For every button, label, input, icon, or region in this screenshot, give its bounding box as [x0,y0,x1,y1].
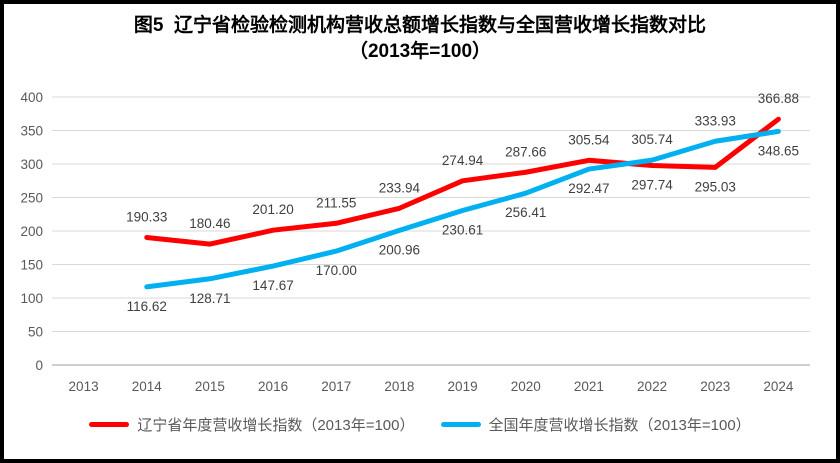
data-label: 211.55 [316,195,356,210]
y-axis-tick-label: 150 [20,258,43,273]
x-axis-tick-label: 2022 [637,379,667,394]
data-label: 128.71 [189,291,230,306]
data-label: 147.67 [252,278,293,293]
data-label: 287.66 [505,144,546,159]
chart-title: 图5 辽宁省检验检测机构营收总额增长指数与全国营收增长指数对比 （2013年=1… [4,13,836,65]
data-label: 305.74 [631,132,673,147]
data-label: 256.41 [505,205,546,220]
x-axis-tick-label: 2018 [384,379,414,394]
y-axis-tick-label: 50 [28,325,43,340]
data-label: 292.47 [568,181,609,196]
legend-item-national: 全国年度营收增长指数（2013年=100） [440,414,751,435]
x-axis-tick-label: 2023 [700,379,730,394]
data-label: 295.03 [695,179,736,194]
y-axis-tick-label: 250 [20,191,43,206]
data-label: 348.65 [758,143,799,158]
x-axis-tick-label: 2021 [574,379,604,394]
x-axis-tick-label: 2020 [511,379,541,394]
data-label: 274.94 [442,153,484,168]
data-label: 230.61 [442,222,483,237]
chart-title-line2: （2013年=100） [348,41,492,62]
x-axis-tick-label: 2014 [132,379,163,394]
data-label: 116.62 [127,299,167,314]
national-line-swatch [440,422,481,427]
national-series-line [144,128,781,290]
data-label: 201.20 [252,202,293,217]
liaoning-line-swatch [89,422,130,427]
data-label: 180.46 [189,216,230,231]
x-axis-tick-label: 2019 [448,379,478,394]
x-axis-tick-label: 2016 [258,379,288,394]
data-label: 297.74 [631,178,673,193]
data-label: 333.93 [695,113,736,128]
data-label: 366.88 [758,91,799,106]
y-axis-tick-label: 100 [20,291,43,306]
y-axis-tick-label: 400 [20,90,43,105]
x-axis-tick-label: 2024 [763,379,794,394]
plot-area: 0 50 100 150 200 250 300 350 400 2013 2014 2015 2016… [20,90,810,394]
data-label: 200.96 [379,242,420,257]
y-axis-tick-label: 300 [20,157,43,172]
y-axis-tick-label: 350 [20,124,43,139]
y-axis-tick-label: 0 [35,358,43,373]
data-label: 170.00 [316,263,357,278]
data-label: 233.94 [379,180,421,195]
x-axis-tick-label: 2013 [69,379,99,394]
liaoning-series-line [144,116,781,247]
chart-title-line1: 图5 辽宁省检验检测机构营收总额增长指数与全国营收增长指数对比 [133,15,707,36]
chart-legend: 辽宁省年度营收增长指数（2013年=100） 全国年度营收增长指数（2013年=… [4,414,836,435]
x-axis-tick-label: 2017 [321,379,351,394]
y-axis-tick-label: 200 [20,224,43,239]
x-axis-tick-label: 2015 [195,379,225,394]
data-label: 305.54 [568,132,610,147]
legend-label-liaoning: 辽宁省年度营收增长指数（2013年=100） [137,417,415,434]
legend-item-liaoning: 辽宁省年度营收增长指数（2013年=100） [89,414,415,435]
legend-label-national: 全国年度营收增长指数（2013年=100） [488,417,751,434]
data-label: 190.33 [126,209,167,224]
